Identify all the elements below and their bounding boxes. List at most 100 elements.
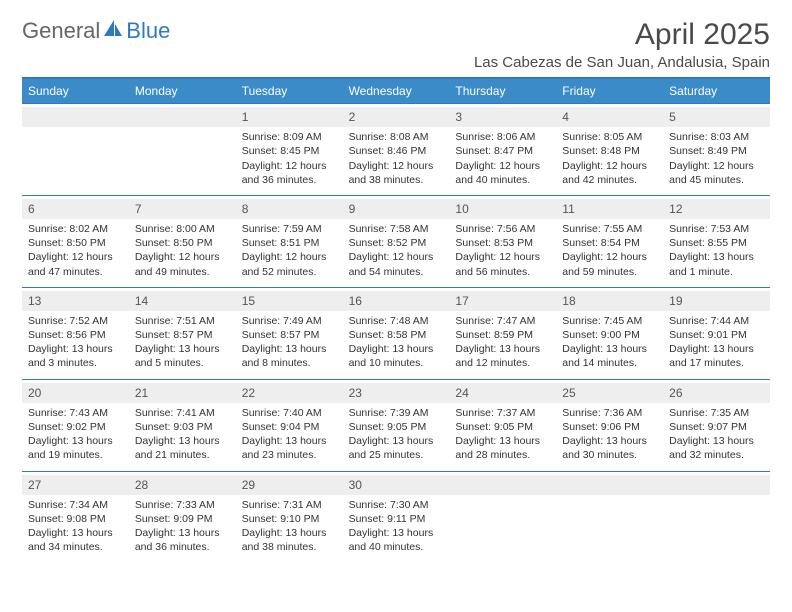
location-subtitle: Las Cabezas de San Juan, Andalusia, Spai… [474,54,770,71]
sunrise-line: Sunrise: 8:02 AM [28,222,123,236]
sunset-line: Sunset: 8:49 PM [669,144,764,158]
daylight-line: Daylight: 13 hours and 36 minutes. [135,526,230,554]
sunrise-line: Sunrise: 7:31 AM [242,498,337,512]
sunrise-line: Sunrise: 7:52 AM [28,314,123,328]
page-title: April 2025 [474,18,770,52]
sunrise-line: Sunrise: 7:37 AM [455,406,550,420]
calendar-week: 6 Sunrise: 8:02 AM Sunset: 8:50 PM Daylight… [22,195,770,287]
sunset-line: Sunset: 9:09 PM [135,512,230,526]
calendar-day-empty [22,104,129,195]
day-number: 13 [22,291,129,311]
calendar-day: 8Sunrise: 7:59 AMSunset: 8:51 PMDaylight… [236,196,343,287]
daylight-line: Daylight: 13 hours and 12 minutes. [455,342,550,370]
calendar-day: 19Sunrise: 7:44 AMSunset: 9:01 PMDayligh… [663,288,770,379]
sunset-line: Sunset: 8:50 PM [135,236,230,250]
sunset-line: Sunset: 8:57 PM [135,328,230,342]
sunrise-line: Sunrise: 8:09 AM [242,130,337,144]
sunset-line: Sunset: 8:53 PM [455,236,550,250]
daylight-line: Daylight: 13 hours and 25 minutes. [349,434,444,462]
daylight-line: Daylight: 13 hours and 19 minutes. [28,434,123,462]
daylight-line: Daylight: 13 hours and 17 minutes. [669,342,764,370]
sunrise-line: Sunrise: 8:08 AM [349,130,444,144]
day-number: 30 [343,475,450,495]
calendar-day: 26Sunrise: 7:35 AMSunset: 9:07 PMDayligh… [663,380,770,471]
sunset-line: Sunset: 9:08 PM [28,512,123,526]
sunrise-line: Sunrise: 7:53 AM [669,222,764,236]
daylight-line: Daylight: 13 hours and 14 minutes. [562,342,657,370]
sail-icon [102,18,124,44]
daylight-line: Daylight: 13 hours and 34 minutes. [28,526,123,554]
day-number-empty [663,475,770,495]
day-header: Monday [129,79,236,103]
day-number: 16 [343,291,450,311]
calendar-day: 22Sunrise: 7:40 AMSunset: 9:04 PMDayligh… [236,380,343,471]
calendar-week: 27Sunrise: 7:34 AMSunset: 9:08 PMDayligh… [22,471,770,563]
calendar-day: 17Sunrise: 7:47 AMSunset: 8:59 PMDayligh… [449,288,556,379]
calendar: SundayMondayTuesdayWednesdayThursdayFrid… [22,77,770,562]
calendar-day: 6Sunrise: 8:02 AMSunset: 8:50 PMDaylight… [22,196,129,287]
sunrise-line: Sunrise: 7:34 AM [28,498,123,512]
daylight-line: Daylight: 13 hours and 8 minutes. [242,342,337,370]
sunrise-line: Sunrise: 7:39 AM [349,406,444,420]
sunrise-line: Sunrise: 7:41 AM [135,406,230,420]
calendar-day: 15Sunrise: 7:49 AMSunset: 8:57 PMDayligh… [236,288,343,379]
day-number: 28 [129,475,236,495]
calendar-day: 9Sunrise: 7:58 AMSunset: 8:52 PMDaylight… [343,196,450,287]
sunset-line: Sunset: 8:58 PM [349,328,444,342]
daylight-line: Daylight: 13 hours and 10 minutes. [349,342,444,370]
day-number: 4 [556,107,663,127]
day-number: 29 [236,475,343,495]
calendar-day: 18Sunrise: 7:45 AMSunset: 9:00 PMDayligh… [556,288,663,379]
daylight-line: Daylight: 12 hours and 36 minutes. [242,159,337,187]
sunrise-line: Sunrise: 7:45 AM [562,314,657,328]
sunrise-line: Sunrise: 7:58 AM [349,222,444,236]
day-header: Sunday [22,79,129,103]
daylight-line: Daylight: 13 hours and 3 minutes. [28,342,123,370]
brand-logo: General Blue [22,18,170,44]
day-header: Friday [556,79,663,103]
sunrise-line: Sunrise: 7:59 AM [242,222,337,236]
day-number: 9 [343,199,450,219]
day-number: 3 [449,107,556,127]
day-number-empty [449,475,556,495]
daylight-line: Daylight: 13 hours and 28 minutes. [455,434,550,462]
calendar-day: 21 Sunrise: 7:41 AMSunset: 9:03 PMDayligh… [129,380,236,471]
daylight-line: Daylight: 13 hours and 40 minutes. [349,526,444,554]
day-number: 17 [449,291,556,311]
daylight-line: Daylight: 12 hours and 40 minutes. [455,159,550,187]
day-number: 20 [22,383,129,403]
calendar-day: 29Sunrise: 7:31 AMSunset: 9:10 PMDayligh… [236,472,343,563]
day-header: Saturday [663,79,770,103]
calendar-day: 16 Sunrise: 7:48 AMSunset: 8:58 PMDayligh… [343,288,450,379]
calendar-day: 2Sunrise: 8:08 AMSunset: 8:46 PMDaylight… [343,104,450,195]
sunset-line: Sunset: 8:46 PM [349,144,444,158]
sunset-line: Sunset: 8:56 PM [28,328,123,342]
day-number: 15 [236,291,343,311]
calendar-week: 13Sunrise: 7:52 AMSunset: 8:56 PMDayligh… [22,287,770,379]
daylight-line: Daylight: 13 hours and 1 minute. [669,250,764,278]
calendar-day: 23Sunrise: 7:39 AMSunset: 9:05 PMDayligh… [343,380,450,471]
sunset-line: Sunset: 9:03 PM [135,420,230,434]
sunset-line: Sunset: 9:02 PM [28,420,123,434]
sunrise-line: Sunrise: 7:51 AM [135,314,230,328]
day-number: 7 [129,199,236,219]
calendar-day: 4Sunrise: 8:05 AMSunset: 8:48 PMDaylight… [556,104,663,195]
calendar-day: 5Sunrise: 8:03 AMSunset: 8:49 PMDaylight… [663,104,770,195]
calendar-week: 1Sunrise: 8:09 AMSunset: 8:45 PMDaylight… [22,103,770,195]
calendar-week: 20Sunrise: 7:43 AMSunset: 9:02 PMDayligh… [22,379,770,471]
day-number: 2 [343,107,450,127]
day-number: 6 [22,199,129,219]
day-number: 25 [556,383,663,403]
calendar-day: 28Sunrise: 7:33 AMSunset: 9:09 PMDayligh… [129,472,236,563]
day-number-empty [556,475,663,495]
daylight-line: Daylight: 13 hours and 38 minutes. [242,526,337,554]
day-number: 21 [129,383,236,403]
sunrise-line: Sunrise: 7:48 AM [349,314,444,328]
daylight-line: Daylight: 13 hours and 21 minutes. [135,434,230,462]
calendar-day-empty [556,472,663,563]
sunset-line: Sunset: 9:06 PM [562,420,657,434]
day-number: 27 [22,475,129,495]
brand-part1: General [22,18,100,44]
calendar-day: 10Sunrise: 7:56 AMSunset: 8:53 PMDayligh… [449,196,556,287]
sunrise-line: Sunrise: 8:03 AM [669,130,764,144]
